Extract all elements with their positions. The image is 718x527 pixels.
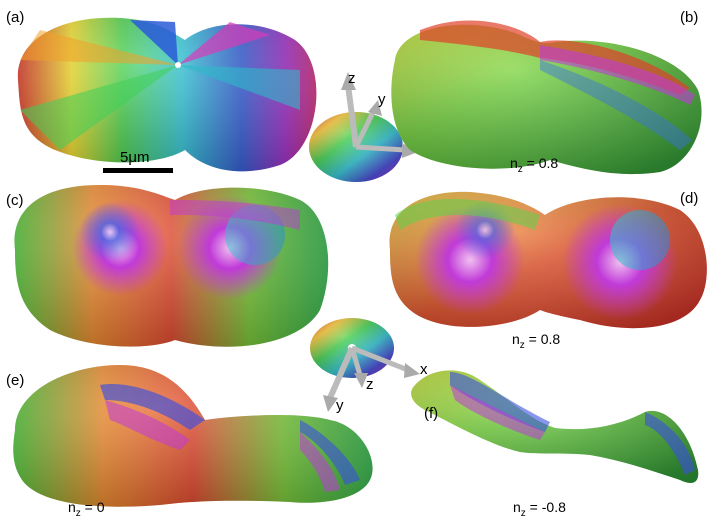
panel-e-caption: nz = 0: [68, 499, 105, 519]
axes-top: z y x: [309, 70, 427, 182]
panel-e: (e) nz = 0: [6, 365, 373, 519]
panel-f-caption: nz = -0.8: [513, 499, 566, 519]
panel-c: (c): [6, 185, 329, 347]
panel-f-label: (f): [424, 405, 438, 422]
axis-y-label-top: y: [378, 91, 386, 108]
axes-bottom: y z x: [310, 318, 428, 414]
axis-z-label-top: z: [348, 70, 356, 87]
panel-b-label: (b): [680, 9, 698, 26]
panel-b: (b) nz = 0.8: [391, 9, 702, 175]
panel-d: (d) nz = 0.8: [389, 190, 707, 351]
panel-f: (f) nz = -0.8: [411, 370, 699, 519]
axis-z-label-bottom: z: [366, 376, 374, 393]
axis-y-label-bottom: y: [336, 397, 344, 414]
panel-a-label: (a): [6, 9, 24, 26]
scale-bar-line: [103, 168, 173, 173]
scale-bar-label: 5μm: [120, 149, 149, 166]
panel-d-caption: nz = 0.8: [512, 331, 560, 351]
axis-x-label-bottom: x: [420, 361, 428, 378]
panel-d-label: (d): [680, 190, 698, 207]
panel-b-caption: nz = 0.8: [510, 155, 558, 175]
panel-e-label: (e): [6, 372, 24, 389]
panel-c-label: (c): [6, 192, 24, 209]
scale-bar: 5μm: [103, 149, 173, 173]
panel-a: (a): [6, 9, 317, 172]
